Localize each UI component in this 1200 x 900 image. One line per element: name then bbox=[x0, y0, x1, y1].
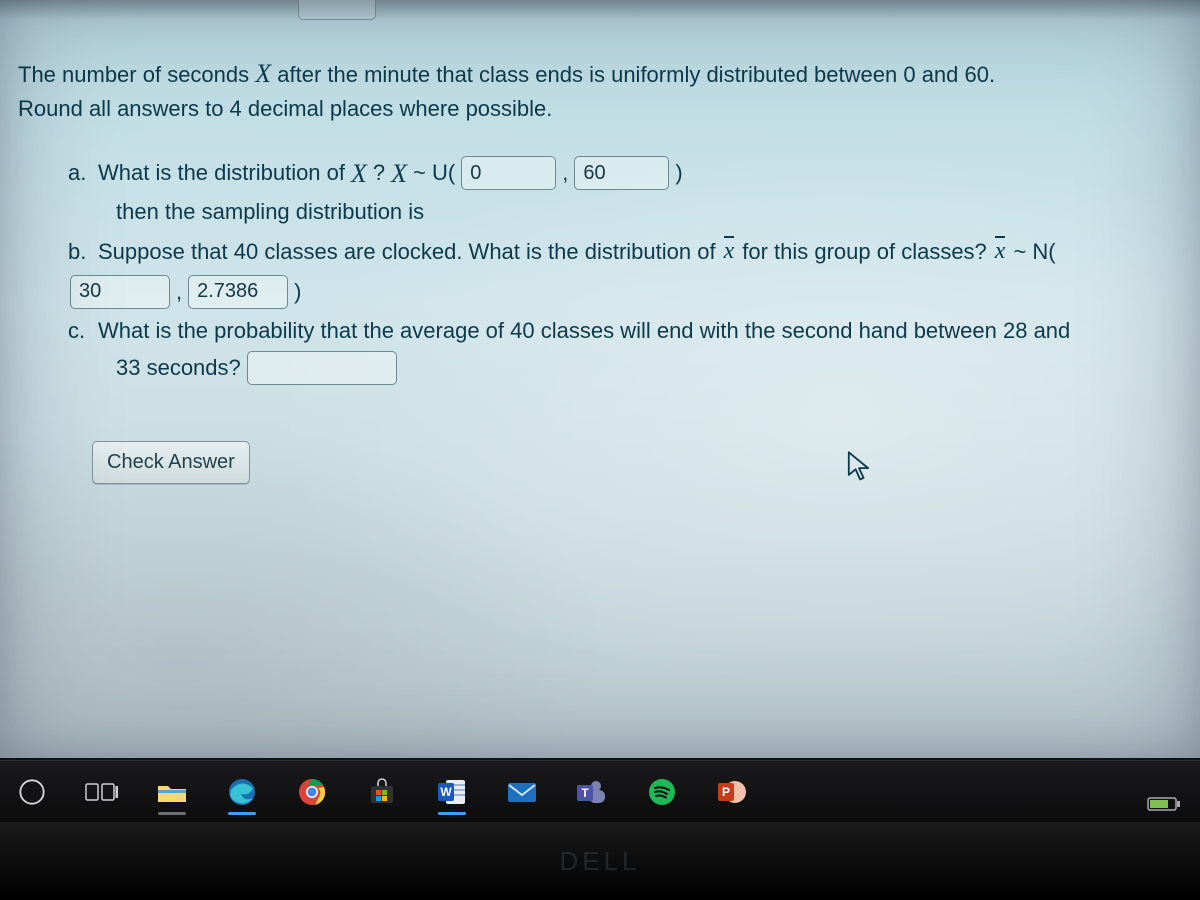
word-underline bbox=[438, 812, 466, 815]
part-a-label: a. bbox=[68, 157, 92, 189]
edge-button[interactable] bbox=[220, 773, 264, 811]
part-a-notation: ~ U( bbox=[413, 157, 455, 189]
spotify-button[interactable] bbox=[640, 773, 684, 811]
intro-var-x: X bbox=[255, 59, 271, 88]
part-a-comma: , bbox=[562, 157, 568, 189]
mail-button[interactable] bbox=[500, 773, 544, 811]
problem-intro: The number of seconds X after the minute… bbox=[18, 55, 1182, 125]
microsoft-store-button[interactable] bbox=[360, 773, 404, 811]
start-button[interactable] bbox=[10, 773, 54, 811]
part-c-input[interactable] bbox=[247, 351, 397, 385]
part-c-text-pre: What is the probability that the average… bbox=[98, 315, 1070, 347]
part-a-text-pre: What is the distribution of bbox=[98, 157, 345, 189]
part-a-subline: then the sampling distribution is bbox=[68, 196, 1162, 228]
part-b-comma: , bbox=[176, 276, 182, 308]
screen-area: The number of seconds X after the minute… bbox=[0, 0, 1200, 760]
part-b-text-post: for this group of classes? bbox=[742, 236, 987, 268]
toolbar-fragment bbox=[298, 0, 376, 20]
word-button[interactable]: W bbox=[430, 773, 474, 811]
tray-battery-icon[interactable] bbox=[1144, 792, 1188, 816]
desk-bezel: DELL bbox=[0, 822, 1200, 900]
part-a-input-2[interactable] bbox=[574, 156, 669, 190]
check-answer-button[interactable]: Check Answer bbox=[92, 441, 250, 484]
task-view-button[interactable] bbox=[80, 773, 124, 811]
part-b-input-2[interactable] bbox=[188, 275, 288, 309]
part-b-xbar2: x bbox=[993, 234, 1008, 269]
intro-text-1b: after the minute that class ends is unif… bbox=[271, 62, 995, 87]
part-a-text-mid: ? bbox=[373, 157, 385, 189]
svg-text:T: T bbox=[581, 786, 589, 800]
part-a-input-1[interactable] bbox=[461, 156, 556, 190]
chrome-button[interactable] bbox=[290, 773, 334, 811]
question-b: b. Suppose that 40 classes are clocked. … bbox=[68, 234, 1162, 309]
problem-content: The number of seconds X after the minute… bbox=[8, 55, 1192, 484]
part-b-label: b. bbox=[68, 236, 92, 268]
question-a: a. What is the distribution of X? X ~ U(… bbox=[68, 155, 1162, 229]
svg-text:W: W bbox=[440, 785, 452, 799]
part-b-xbar: x bbox=[722, 234, 737, 269]
brand-label: DELL bbox=[559, 846, 640, 877]
edge-underline bbox=[228, 812, 256, 815]
svg-text:P: P bbox=[722, 785, 730, 799]
part-b-close: ) bbox=[294, 276, 301, 308]
part-c-line2: 33 seconds? bbox=[116, 352, 241, 384]
part-a-var2: X bbox=[391, 155, 407, 193]
intro-text-1: The number of seconds bbox=[18, 62, 255, 87]
file-explorer-underline bbox=[158, 812, 186, 815]
part-c-label: c. bbox=[68, 315, 92, 347]
part-b-text-pre: Suppose that 40 classes are clocked. Wha… bbox=[98, 236, 716, 268]
taskbar: W T P bbox=[0, 760, 1200, 822]
teams-button[interactable]: T bbox=[570, 773, 614, 811]
part-a-var: X bbox=[351, 155, 367, 193]
question-c: c. What is the probability that the aver… bbox=[68, 315, 1162, 385]
question-list: a. What is the distribution of X? X ~ U(… bbox=[8, 155, 1192, 484]
part-b-notation: ~ N( bbox=[1013, 236, 1055, 268]
top-shadow bbox=[0, 0, 1200, 20]
file-explorer-button[interactable] bbox=[150, 773, 194, 811]
part-b-input-1[interactable] bbox=[70, 275, 170, 309]
intro-text-2: Round all answers to 4 decimal places wh… bbox=[18, 96, 552, 121]
part-a-close: ) bbox=[675, 157, 682, 189]
powerpoint-button[interactable]: P bbox=[710, 773, 754, 811]
